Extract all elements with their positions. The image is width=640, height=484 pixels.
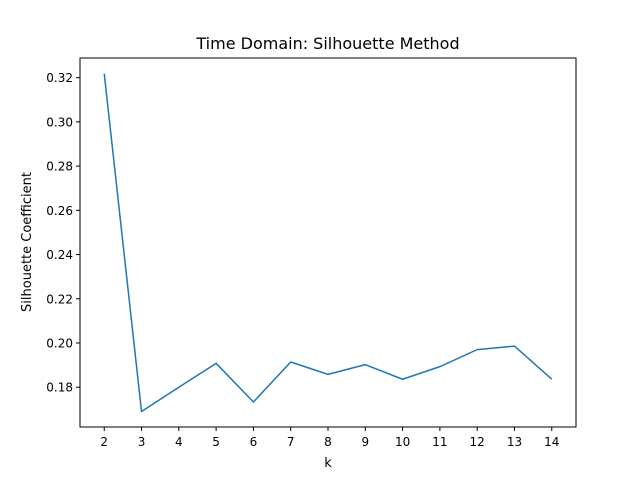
y-tick-label: 0.32: [46, 71, 73, 85]
y-axis-ticks: 0.18 0.20 0.22 0.24 0.26 0.28 0.30 0.32: [46, 71, 80, 395]
x-axis-ticks: 2 3 4 5 6 7 8 9 10 11 12 13 14: [100, 427, 559, 449]
y-tick-label: 0.20: [46, 336, 73, 350]
plot-frame: [79, 57, 577, 428]
x-tick-label: 9: [361, 435, 369, 449]
x-tick-label: 4: [175, 435, 183, 449]
chart-title: Time Domain: Silhouette Method: [195, 34, 459, 53]
y-tick-label: 0.26: [46, 204, 73, 218]
x-tick-label: 13: [507, 435, 522, 449]
x-tick-label: 12: [470, 435, 485, 449]
x-tick-label: 6: [250, 435, 258, 449]
y-tick-label: 0.22: [46, 292, 73, 306]
y-axis-label: Silhouette Coefficient: [20, 172, 35, 312]
x-tick-label: 14: [544, 435, 559, 449]
x-tick-label: 11: [432, 435, 447, 449]
series-line-0: [103, 73, 553, 413]
x-tick-label: 3: [138, 435, 146, 449]
y-tick-label: 0.28: [46, 160, 73, 174]
x-tick-label: 7: [287, 435, 295, 449]
x-tick-label: 10: [395, 435, 410, 449]
series-layer: [103, 73, 553, 413]
x-tick-label: 2: [100, 435, 108, 449]
y-tick-label: 0.24: [46, 248, 73, 262]
y-tick-label: 0.18: [46, 381, 73, 395]
x-tick-label: 5: [212, 435, 220, 449]
x-axis-label: k: [324, 456, 332, 471]
y-tick-label: 0.30: [46, 115, 73, 129]
x-tick-label: 8: [324, 435, 332, 449]
